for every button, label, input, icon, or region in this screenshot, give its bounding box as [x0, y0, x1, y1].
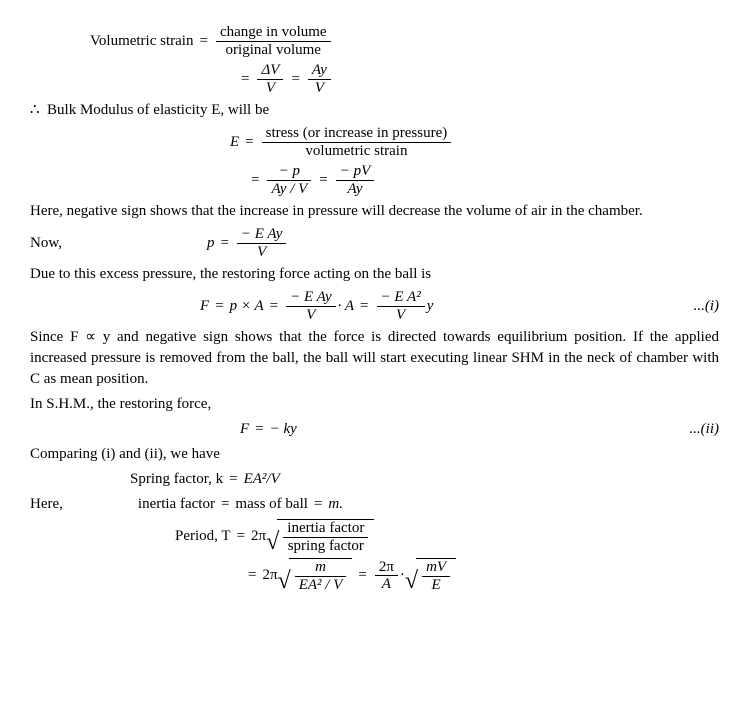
eq-inertia: Here, inertia factor = mass of ball = m. — [30, 494, 719, 515]
eqtag-ii: ...(ii) — [659, 419, 719, 440]
eq-volstrain-def: Volumetric strain = change in volume ori… — [30, 24, 719, 58]
text-comparing: Comparing (i) and (ii), we have — [30, 444, 719, 465]
eq-volstrain-val: = ΔV V = Ay V — [30, 62, 719, 96]
text-shm: Since F ∝ y and negative sign shows that… — [30, 327, 719, 390]
eq-period-final: = 2π √ m EA² / V = 2π A · √ mV E — [30, 558, 719, 593]
eq-period: Period, T = 2π √ inertia factor spring f… — [30, 519, 719, 554]
eq-F: F = p × A = − E Ay V · A = − E A² V y ..… — [30, 289, 719, 323]
eq-springfactor: Spring factor, k = EA²/V — [30, 469, 719, 490]
text-negsign: Here, negative sign shows that the incre… — [30, 201, 719, 222]
text-bulkmod: Bulk Modulus of elasticity E, will be — [30, 100, 719, 121]
text-restoring: Due to this excess pressure, the restori… — [30, 264, 719, 285]
sqrt-inertia-spring: √ inertia factor spring factor — [266, 519, 374, 554]
text-inshm: In S.H.M., the restoring force, — [30, 394, 719, 415]
eqtag-i: ...(i) — [659, 296, 719, 317]
label-volstrain: Volumetric strain — [30, 31, 193, 52]
eq-E-val: = − p Ay / V = − pV Ay — [30, 163, 719, 197]
equals-sign: = — [199, 31, 207, 52]
eq-p: Now, p = − E Ay V — [30, 226, 719, 260]
eq-Fky: F = − ky ...(ii) — [30, 419, 719, 440]
eq-E-def: E = stress (or increase in pressure) vol… — [30, 125, 719, 159]
frac-volstrain: change in volume original volume — [216, 24, 331, 58]
